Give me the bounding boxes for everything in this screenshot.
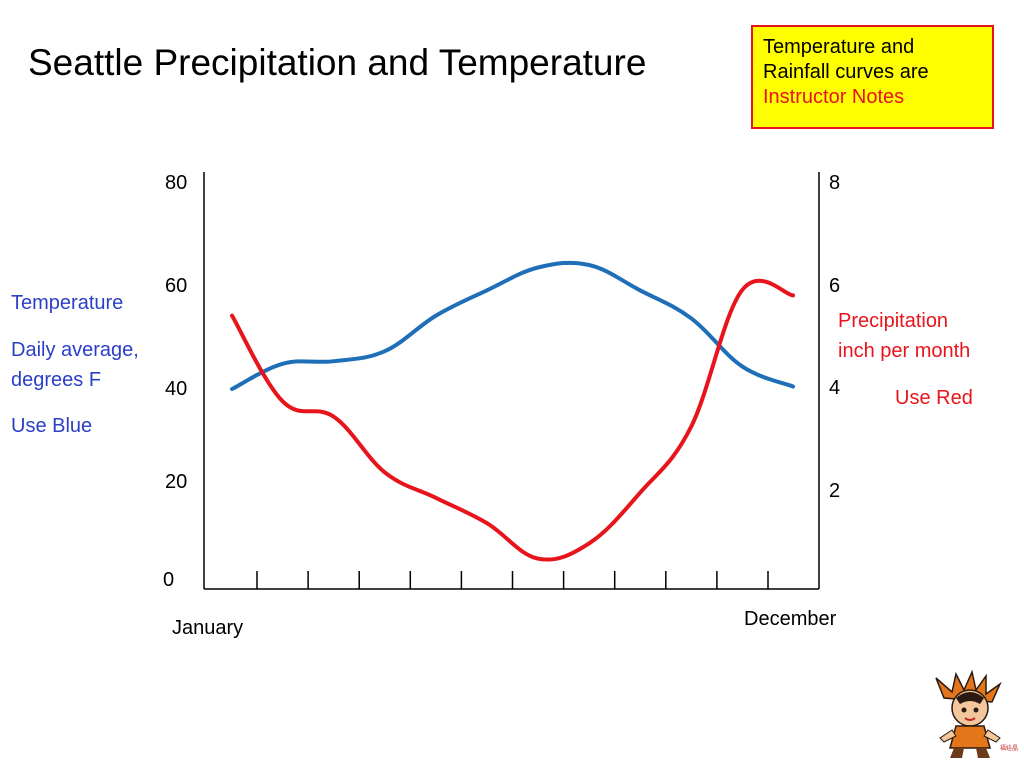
temperature-unit-line-2: degrees F bbox=[11, 369, 102, 391]
x-start-label: January bbox=[172, 617, 244, 639]
temperature-label: Temperature bbox=[11, 292, 124, 314]
temperature-instruction: Use Blue bbox=[11, 415, 93, 437]
y-right-tick-label: 2 bbox=[829, 480, 841, 502]
y-right-tick-label: 6 bbox=[829, 275, 841, 297]
olympic-mascot-image: 福娃晶晶 bbox=[935, 669, 1018, 758]
precipitation-label: Precipitation bbox=[838, 310, 949, 332]
y-left-tick-label: 20 bbox=[165, 471, 188, 493]
precipitation-unit: inch per month bbox=[838, 340, 971, 362]
note-line-3: Instructor Notes bbox=[763, 86, 905, 108]
mascot-caption: 福娃晶晶 bbox=[1000, 744, 1018, 752]
instructor-note-box: Temperature and Rainfall curves are Inst… bbox=[751, 25, 994, 129]
y-left-tick-label: 0 bbox=[163, 569, 175, 591]
x-tick-group bbox=[256, 571, 769, 589]
temperature-unit-line-1: Daily average, bbox=[11, 339, 139, 361]
x-end-label: December bbox=[744, 608, 837, 630]
y-right-tick-label: 4 bbox=[829, 377, 841, 399]
temperature-series-line bbox=[230, 260, 795, 391]
y-left-tick-label: 60 bbox=[165, 275, 188, 297]
y-left-tick-label: 80 bbox=[165, 172, 188, 194]
page-title: Seattle Precipitation and Temperature bbox=[28, 42, 647, 83]
y-right-tick-label: 8 bbox=[829, 172, 841, 194]
precipitation-series-line bbox=[230, 278, 795, 562]
y-left-tick-label: 40 bbox=[165, 378, 188, 400]
precipitation-instruction: Use Red bbox=[895, 387, 973, 409]
note-line-1: Temperature and bbox=[763, 36, 915, 58]
note-line-2: Rainfall curves are bbox=[763, 61, 929, 83]
